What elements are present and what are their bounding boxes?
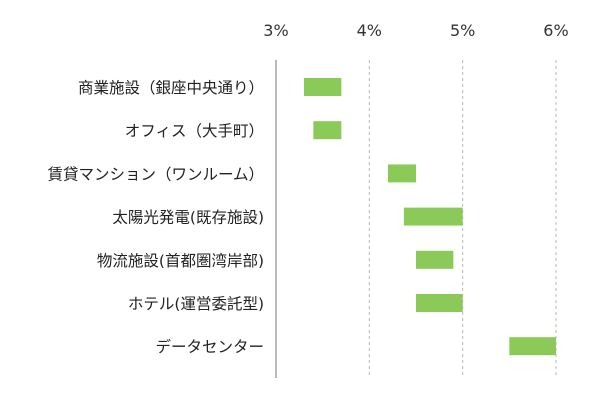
category-labels: 商業施設（銀座中央通り） オフィス（大手町） 賃貸マンション（ワンルーム） 太陽光発電…	[47, 79, 264, 356]
range-bar	[416, 250, 454, 269]
range-bar	[313, 121, 342, 140]
range-bar	[388, 164, 416, 183]
range-bar	[416, 294, 463, 312]
range-bar	[509, 337, 556, 356]
range-bar	[403, 207, 463, 226]
category-label: 商業施設（銀座中央通り）	[78, 79, 264, 97]
x-tick-label: 3%	[263, 21, 288, 40]
range-bars	[304, 78, 556, 356]
range-bar	[304, 78, 342, 96]
category-label: ホテル(運営委託型)	[128, 295, 264, 313]
category-label: 物流施設(首都圏湾岸部)	[97, 252, 264, 270]
x-tick-label: 4%	[357, 21, 382, 40]
category-label: 賃貸マンション（ワンルーム）	[47, 165, 264, 183]
x-tick-label: 6%	[543, 21, 568, 40]
x-axis-ticks: 3% 4% 5% 6%	[263, 21, 568, 40]
category-label: オフィス（大手町）	[125, 122, 264, 140]
category-label: データセンター	[155, 337, 264, 356]
gridlines	[368, 60, 557, 378]
x-tick-label: 5%	[450, 21, 475, 40]
category-label: 太陽光発電(既存施設)	[112, 209, 264, 227]
